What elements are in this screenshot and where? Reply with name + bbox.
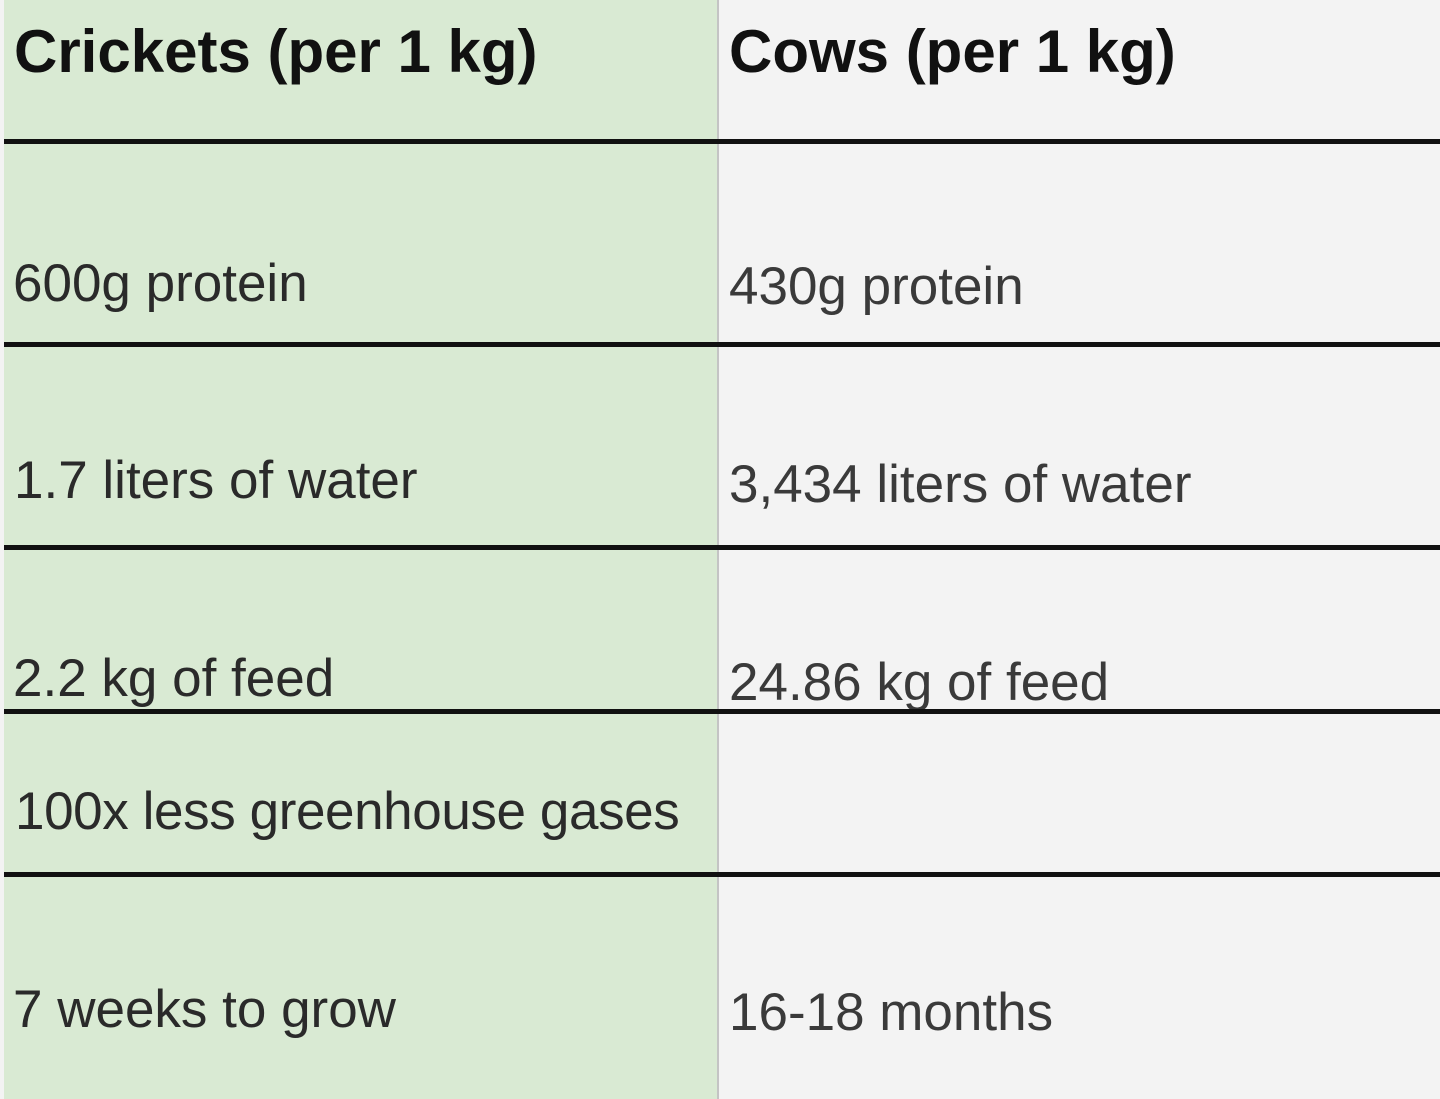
row-divider (4, 342, 1440, 347)
row-divider (4, 545, 1440, 550)
cell-cows-growth: 16-18 months (729, 983, 1054, 1042)
row-divider (4, 709, 1440, 714)
header-cows: Cows (per 1 kg) (729, 18, 1176, 85)
cell-cows-water: 3,434 liters of water (729, 455, 1192, 514)
row-divider (4, 872, 1440, 877)
cell-crickets-growth: 7 weeks to grow (13, 980, 396, 1039)
cell-cows-protein: 430g protein (729, 257, 1024, 316)
cell-crickets-water: 1.7 liters of water (14, 451, 418, 510)
row-divider (4, 139, 1440, 144)
cell-crickets-feed: 2.2 kg of feed (13, 649, 335, 708)
cell-crickets-protein: 600g protein (13, 254, 308, 313)
header-crickets: Crickets (per 1 kg) (14, 18, 538, 85)
cell-cows-feed: 24.86 kg of feed (729, 653, 1110, 712)
cell-crickets-greenhouse: 100x less greenhouse gases (15, 782, 680, 841)
